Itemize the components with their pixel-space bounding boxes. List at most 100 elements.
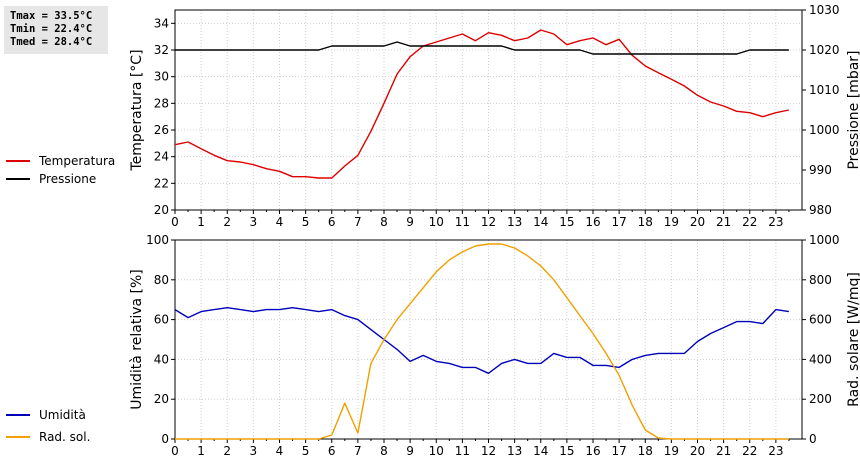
y-left-tick-label-40: 40 [154,352,169,366]
series-line-rad-sol- [175,243,789,440]
y-left-tick-label-30: 30 [154,70,169,84]
x-tick-label-21: 21 [716,444,731,458]
y-right-tick-label-1000: 1000 [809,233,840,247]
y-left-tick-label-20: 20 [154,203,169,217]
x-tick-label-21: 21 [716,215,731,229]
legend-rad-sol: Rad. sol. [6,429,90,445]
y-left-tick-label-60: 60 [154,313,169,327]
series-line-umidit- [174,307,790,374]
x-tick-label-5: 5 [302,215,310,229]
x-tick-label-20: 20 [690,444,705,458]
x-tick-label-2: 2 [223,444,231,458]
y-left-tick-label-34: 34 [154,16,169,30]
y-left-tick-label-32: 32 [154,43,169,57]
y-left-tick-label-20: 20 [154,392,169,406]
x-tick-label-4: 4 [276,444,284,458]
x-tick-label-5: 5 [302,444,310,458]
x-tick-label-17: 17 [611,215,626,229]
series-line-pressione [175,41,789,55]
x-tick-label-19: 19 [664,444,679,458]
y-right-tick-label-600: 600 [809,313,832,327]
x-tick-label-1: 1 [197,215,205,229]
x-tick-label-11: 11 [455,215,470,229]
x-tick-label-7: 7 [354,444,362,458]
legend-pressione: Pressione [6,171,96,187]
x-tick-label-9: 9 [406,444,414,458]
x-tick-label-12: 12 [481,215,496,229]
x-tick-label-10: 10 [429,215,444,229]
x-tick-label-4: 4 [276,215,284,229]
legend-label-temperatura: Temperatura [39,154,116,168]
y-right-tick-label-1010: 1010 [809,83,840,97]
x-tick-label-11: 11 [455,444,470,458]
x-tick-label-7: 7 [354,215,362,229]
y-left-axis-label: Umidità relativa [%] [129,269,145,410]
stat-tmed: Tmed = 28.4°C [10,36,93,48]
legend-swatch-umidita [6,414,30,416]
y-right-tick-label-200: 200 [809,392,832,406]
x-tick-label-18: 18 [638,215,653,229]
y-right-tick-label-1030: 1030 [809,3,840,17]
x-tick-label-10: 10 [429,444,444,458]
y-left-tick-label-80: 80 [154,273,169,287]
series-line-temperatura [174,29,790,179]
legend-swatch-rad-sol [6,436,30,438]
legend-label-pressione: Pressione [39,172,97,186]
y-left-tick-label-26: 26 [154,123,169,137]
x-tick-label-13: 13 [507,444,522,458]
legend-label-umidita: Umidità [39,408,86,422]
stat-tmin: Tmin = 22.4°C [10,23,93,35]
x-tick-label-2: 2 [223,215,231,229]
y-right-tick-label-0: 0 [809,432,817,446]
y-left-tick-label-28: 28 [154,96,169,110]
x-tick-label-8: 8 [380,444,388,458]
stats-box: Tmax = 33.5°C Tmin = 22.4°C Tmed = 28.4°… [4,6,108,54]
x-tick-label-23: 23 [768,444,783,458]
y-right-tick-label-980: 980 [809,203,832,217]
y-right-tick-label-400: 400 [809,352,832,366]
x-tick-label-22: 22 [742,215,757,229]
x-tick-label-14: 14 [533,215,548,229]
x-tick-label-20: 20 [690,215,705,229]
x-tick-label-22: 22 [742,444,757,458]
legend-umidita: Umidità [6,407,86,423]
x-tick-label-0: 0 [171,444,179,458]
x-tick-label-9: 9 [406,215,414,229]
legend-temperatura: Temperatura [6,153,115,169]
y-right-axis-label: Rad. solare [W/mq] [846,272,860,407]
x-tick-label-23: 23 [768,215,783,229]
humidity-radiation-chart: 0 1 2 3 4 5 6 7 8 9 10 11 12 13 14 15 16 17 18 19 20 21 22 2302… [129,233,860,458]
x-tick-label-15: 15 [559,444,574,458]
legend-swatch-temperatura [6,160,30,162]
y-right-tick-label-800: 800 [809,273,832,287]
x-tick-label-18: 18 [638,444,653,458]
x-tick-label-6: 6 [328,444,336,458]
x-tick-label-14: 14 [533,444,548,458]
y-left-tick-label-0: 0 [161,432,169,446]
y-right-tick-label-1000: 1000 [809,123,840,137]
legend-label-rad-sol: Rad. sol. [39,430,91,444]
x-tick-label-12: 12 [481,444,496,458]
temperature-pressure-chart: 0 1 2 3 4 5 6 7 8 9 10 11 12 13 14 15 16 17 18 19 20 21 22 2320… [129,3,860,229]
x-tick-label-8: 8 [380,215,388,229]
x-tick-label-3: 3 [250,444,258,458]
x-tick-label-16: 16 [585,444,600,458]
y-left-tick-label-22: 22 [154,176,169,190]
stat-tmax: Tmax = 33.5°C [10,10,93,22]
x-tick-label-1: 1 [197,444,205,458]
x-tick-label-16: 16 [585,215,600,229]
y-left-axis-label: Temperatura [°C] [129,49,145,171]
x-tick-label-13: 13 [507,215,522,229]
x-tick-label-19: 19 [664,215,679,229]
x-tick-label-17: 17 [611,444,626,458]
y-left-tick-label-100: 100 [146,233,169,247]
y-right-tick-label-1020: 1020 [809,43,840,57]
x-tick-label-6: 6 [328,215,336,229]
x-tick-label-0: 0 [171,215,179,229]
y-left-tick-label-24: 24 [154,150,169,164]
x-tick-label-3: 3 [250,215,258,229]
x-tick-label-15: 15 [559,215,574,229]
y-right-axis-label: Pressione [mbar] [846,50,860,169]
legend-swatch-pressione [6,178,30,180]
